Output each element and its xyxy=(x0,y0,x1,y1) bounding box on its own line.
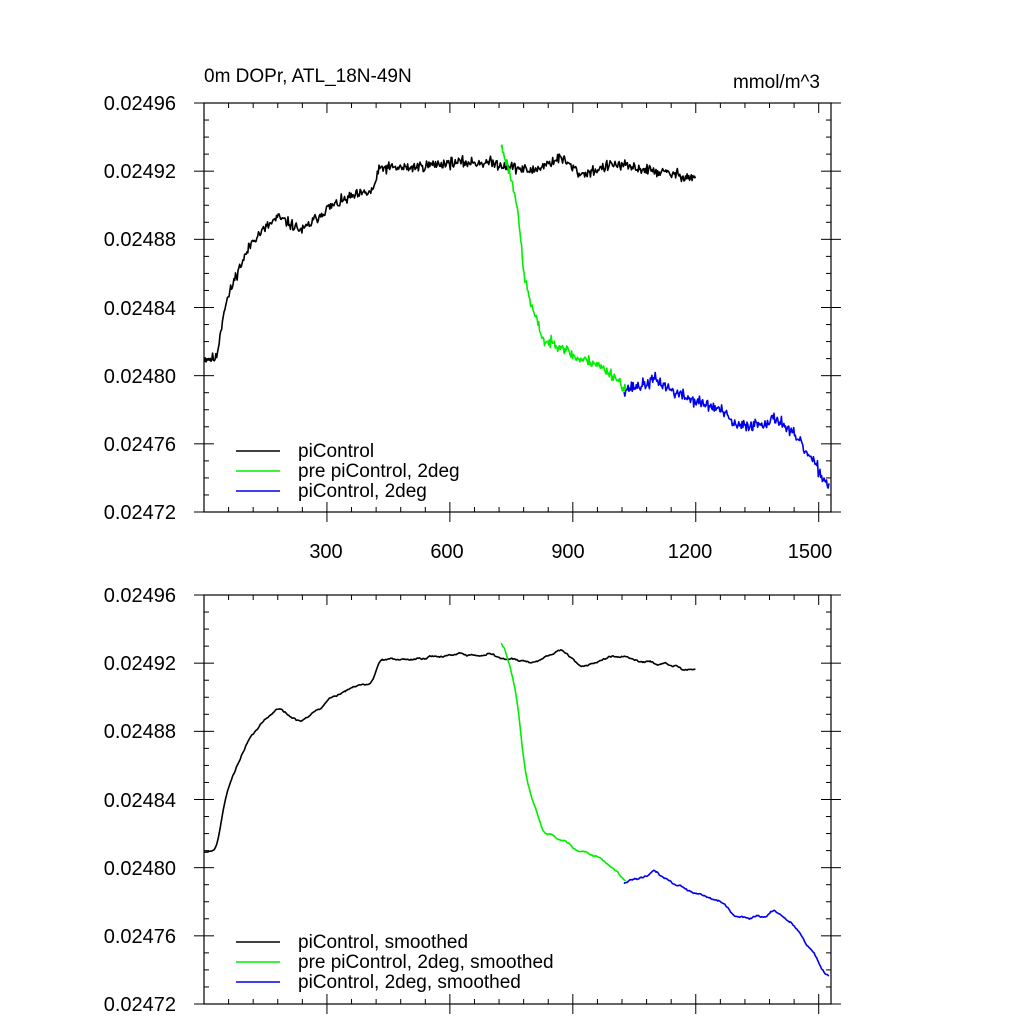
series-line-pre-picontrol-2deg xyxy=(500,144,627,392)
bottom-y-tick-label: 0.02476 xyxy=(104,926,176,948)
top-x-tick-label: 1200 xyxy=(668,541,713,563)
top-panel-title: 0m DOPr, ATL_18N-49N xyxy=(204,66,412,87)
series-line-picontrol-2deg xyxy=(623,371,830,489)
bottom-y-tick-label: 0.02480 xyxy=(104,858,176,880)
bottom-axis-ticks xyxy=(194,594,841,1014)
top-legend-label-picontrol-2deg: piControl, 2deg xyxy=(298,481,427,502)
top-y-tick-label: 0.02480 xyxy=(104,366,176,388)
bottom-plot-frame xyxy=(203,594,832,1005)
bottom-legend-label-picontrol-2deg: piControl, 2deg, smoothed xyxy=(298,972,521,993)
top-x-tick-label: 600 xyxy=(430,541,463,563)
top-legend: piControl pre piControl, 2deg piControl,… xyxy=(236,441,460,502)
top-y-tick-label: 0.02472 xyxy=(104,502,176,524)
top-y-tick-label: 0.02496 xyxy=(104,93,176,115)
top-panel: 0m DOPr, ATL_18N-49N mmol/m^3 0.02496 0.… xyxy=(104,66,841,563)
top-y-tick-label: 0.02492 xyxy=(104,161,176,183)
top-legend-label-picontrol: piControl xyxy=(298,441,374,462)
series-line-picontrol xyxy=(203,153,697,363)
top-y-tick-label: 0.02476 xyxy=(104,434,176,456)
bottom-series-lines xyxy=(204,642,830,977)
series-line-pre-picontrol-2deg-smoothed xyxy=(500,642,626,882)
series-line-picontrol-smoothed xyxy=(204,649,696,854)
bottom-legend: piControl, smoothed pre piControl, 2deg,… xyxy=(236,932,554,993)
top-y-tick-labels: 0.02496 0.02492 0.02488 0.02484 0.02480 … xyxy=(104,93,176,524)
bottom-y-tick-label: 0.02484 xyxy=(104,790,176,812)
bottom-y-tick-labels: 0.02496 0.02492 0.02488 0.02484 0.02480 … xyxy=(104,585,176,1016)
top-plot-frame xyxy=(203,102,832,513)
top-y-tick-label: 0.02488 xyxy=(104,229,176,251)
bottom-y-tick-label: 0.02492 xyxy=(104,653,176,675)
bottom-y-tick-label: 0.02472 xyxy=(104,994,176,1016)
top-y-tick-label: 0.02484 xyxy=(104,298,176,320)
top-x-tick-labels: 300 600 900 1200 1500 xyxy=(309,541,832,563)
bottom-y-tick-label: 0.02488 xyxy=(104,721,176,743)
top-panel-units: mmol/m^3 xyxy=(733,72,820,93)
bottom-legend-label-pre-picontrol: pre piControl, 2deg, smoothed xyxy=(298,952,554,973)
top-x-tick-label: 300 xyxy=(309,541,342,563)
top-x-tick-label: 900 xyxy=(551,541,584,563)
top-legend-label-pre-picontrol: pre piControl, 2deg xyxy=(298,461,460,482)
top-axis-ticks xyxy=(194,102,841,522)
bottom-y-tick-label: 0.02496 xyxy=(104,585,176,607)
top-series-lines xyxy=(203,144,830,489)
top-x-tick-label: 1500 xyxy=(788,541,833,563)
bottom-legend-label-picontrol: piControl, smoothed xyxy=(298,932,468,953)
bottom-panel: 0.02496 0.02492 0.02488 0.02484 0.02480 … xyxy=(104,585,841,1016)
series-line-picontrol-2deg-smoothed xyxy=(623,869,830,977)
